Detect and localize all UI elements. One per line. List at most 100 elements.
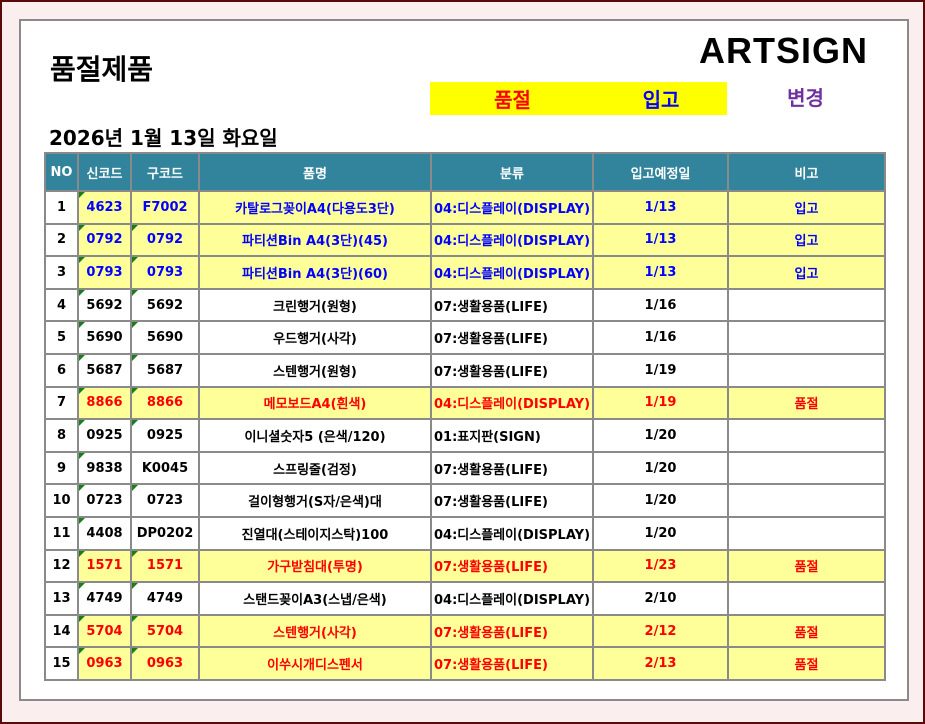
- cell-no[interactable]: 3: [44, 255, 79, 290]
- cell-due-date[interactable]: 1/23: [592, 548, 729, 584]
- cell-category[interactable]: 07:생활용품(LIFE): [430, 646, 594, 681]
- cell-no[interactable]: 15: [44, 646, 79, 681]
- cell-due-date[interactable]: 1/13: [592, 255, 729, 290]
- cell-due-date[interactable]: 1/16: [592, 320, 729, 355]
- cell-no[interactable]: 14: [44, 613, 79, 649]
- cell-category[interactable]: 07:생활용품(LIFE): [430, 483, 594, 518]
- cell-note[interactable]: 입고: [727, 190, 886, 225]
- cell-new-code[interactable]: 4749: [77, 581, 132, 616]
- cell-category[interactable]: 04:디스플레이(DISPLAY): [430, 255, 594, 290]
- cell-category[interactable]: 07:생활용품(LIFE): [430, 548, 594, 584]
- cell-category[interactable]: 01:표지판(SIGN): [430, 418, 594, 453]
- cell-category[interactable]: 04:디스플레이(DISPLAY): [430, 385, 594, 421]
- cell-name[interactable]: 우드행거(사각): [198, 320, 432, 355]
- cell-category[interactable]: 07:생활용품(LIFE): [430, 320, 594, 355]
- cell-no[interactable]: 5: [44, 320, 79, 355]
- cell-due-date[interactable]: 2/13: [592, 646, 729, 681]
- cell-note[interactable]: [727, 418, 886, 453]
- cell-new-code[interactable]: 4408: [77, 515, 132, 551]
- cell-name[interactable]: 가구받침대(투명): [198, 548, 432, 584]
- cell-old-code[interactable]: 0723: [130, 483, 200, 518]
- cell-category[interactable]: 07:생활용품(LIFE): [430, 287, 594, 323]
- cell-no[interactable]: 1: [44, 190, 79, 225]
- cell-old-code[interactable]: 1571: [130, 548, 200, 584]
- cell-old-code[interactable]: 5692: [130, 287, 200, 323]
- cell-note[interactable]: 입고: [727, 255, 886, 290]
- cell-old-code[interactable]: 0792: [130, 222, 200, 258]
- cell-due-date[interactable]: 1/20: [592, 515, 729, 551]
- cell-no[interactable]: 6: [44, 352, 79, 388]
- cell-name[interactable]: 진열대(스테이지스탁)100: [198, 515, 432, 551]
- cell-category[interactable]: 04:디스플레이(DISPLAY): [430, 515, 594, 551]
- cell-no[interactable]: 11: [44, 515, 79, 551]
- cell-name[interactable]: 카탈로그꽂이A4(다용도3단): [198, 190, 432, 225]
- cell-new-code[interactable]: 9838: [77, 450, 132, 486]
- cell-due-date[interactable]: 1/13: [592, 222, 729, 258]
- cell-no[interactable]: 2: [44, 222, 79, 258]
- cell-note[interactable]: [727, 320, 886, 355]
- cell-note[interactable]: 품절: [727, 548, 886, 584]
- cell-name[interactable]: 이쑤시개디스펜서: [198, 646, 432, 681]
- cell-category[interactable]: 04:디스플레이(DISPLAY): [430, 581, 594, 616]
- cell-due-date[interactable]: 1/20: [592, 418, 729, 453]
- cell-name[interactable]: 스텐행거(사각): [198, 613, 432, 649]
- cell-category[interactable]: 04:디스플레이(DISPLAY): [430, 222, 594, 258]
- cell-new-code[interactable]: 5704: [77, 613, 132, 649]
- cell-name[interactable]: 이니셜숫자5 (은색/120): [198, 418, 432, 453]
- cell-note[interactable]: [727, 581, 886, 616]
- cell-name[interactable]: 걸이형행거(S자/은색)대: [198, 483, 432, 518]
- cell-new-code[interactable]: 5687: [77, 352, 132, 388]
- cell-due-date[interactable]: 1/13: [592, 190, 729, 225]
- cell-new-code[interactable]: 1571: [77, 548, 132, 584]
- cell-new-code[interactable]: 0963: [77, 646, 132, 681]
- cell-no[interactable]: 4: [44, 287, 79, 323]
- cell-due-date[interactable]: 1/20: [592, 483, 729, 518]
- cell-category[interactable]: 04:디스플레이(DISPLAY): [430, 190, 594, 225]
- cell-new-code[interactable]: 0793: [77, 255, 132, 290]
- cell-old-code[interactable]: 0925: [130, 418, 200, 453]
- cell-new-code[interactable]: 0792: [77, 222, 132, 258]
- cell-category[interactable]: 07:생활용품(LIFE): [430, 613, 594, 649]
- cell-note[interactable]: [727, 352, 886, 388]
- cell-name[interactable]: 스탠드꽂이A3(스냅/은색): [198, 581, 432, 616]
- cell-new-code[interactable]: 0723: [77, 483, 132, 518]
- cell-note[interactable]: 품절: [727, 613, 886, 649]
- cell-name[interactable]: 파티션Bin A4(3단)(45): [198, 222, 432, 258]
- cell-old-code[interactable]: 8866: [130, 385, 200, 421]
- cell-old-code[interactable]: 5690: [130, 320, 200, 355]
- cell-note[interactable]: 품절: [727, 646, 886, 681]
- cell-category[interactable]: 07:생활용품(LIFE): [430, 352, 594, 388]
- cell-due-date[interactable]: 1/16: [592, 287, 729, 323]
- cell-due-date[interactable]: 1/20: [592, 450, 729, 486]
- cell-note[interactable]: [727, 515, 886, 551]
- cell-name[interactable]: 메모보드A4(흰색): [198, 385, 432, 421]
- cell-due-date[interactable]: 2/12: [592, 613, 729, 649]
- cell-name[interactable]: 파티션Bin A4(3단)(60): [198, 255, 432, 290]
- cell-note[interactable]: 품절: [727, 385, 886, 421]
- cell-note[interactable]: [727, 483, 886, 518]
- cell-old-code[interactable]: F7002: [130, 190, 200, 225]
- cell-no[interactable]: 13: [44, 581, 79, 616]
- cell-new-code[interactable]: 5690: [77, 320, 132, 355]
- cell-old-code[interactable]: 0963: [130, 646, 200, 681]
- cell-name[interactable]: 크린행거(원형): [198, 287, 432, 323]
- cell-due-date[interactable]: 1/19: [592, 385, 729, 421]
- cell-category[interactable]: 07:생활용품(LIFE): [430, 450, 594, 486]
- cell-old-code[interactable]: 4749: [130, 581, 200, 616]
- cell-old-code[interactable]: DP0202: [130, 515, 200, 551]
- cell-note[interactable]: [727, 287, 886, 323]
- cell-no[interactable]: 7: [44, 385, 79, 421]
- cell-new-code[interactable]: 4623: [77, 190, 132, 225]
- cell-old-code[interactable]: 0793: [130, 255, 200, 290]
- cell-no[interactable]: 12: [44, 548, 79, 584]
- cell-due-date[interactable]: 1/19: [592, 352, 729, 388]
- cell-new-code[interactable]: 5692: [77, 287, 132, 323]
- cell-name[interactable]: 스텐행거(원형): [198, 352, 432, 388]
- cell-due-date[interactable]: 2/10: [592, 581, 729, 616]
- cell-old-code[interactable]: 5704: [130, 613, 200, 649]
- cell-new-code[interactable]: 8866: [77, 385, 132, 421]
- cell-old-code[interactable]: K0045: [130, 450, 200, 486]
- cell-no[interactable]: 10: [44, 483, 79, 518]
- cell-no[interactable]: 8: [44, 418, 79, 453]
- cell-new-code[interactable]: 0925: [77, 418, 132, 453]
